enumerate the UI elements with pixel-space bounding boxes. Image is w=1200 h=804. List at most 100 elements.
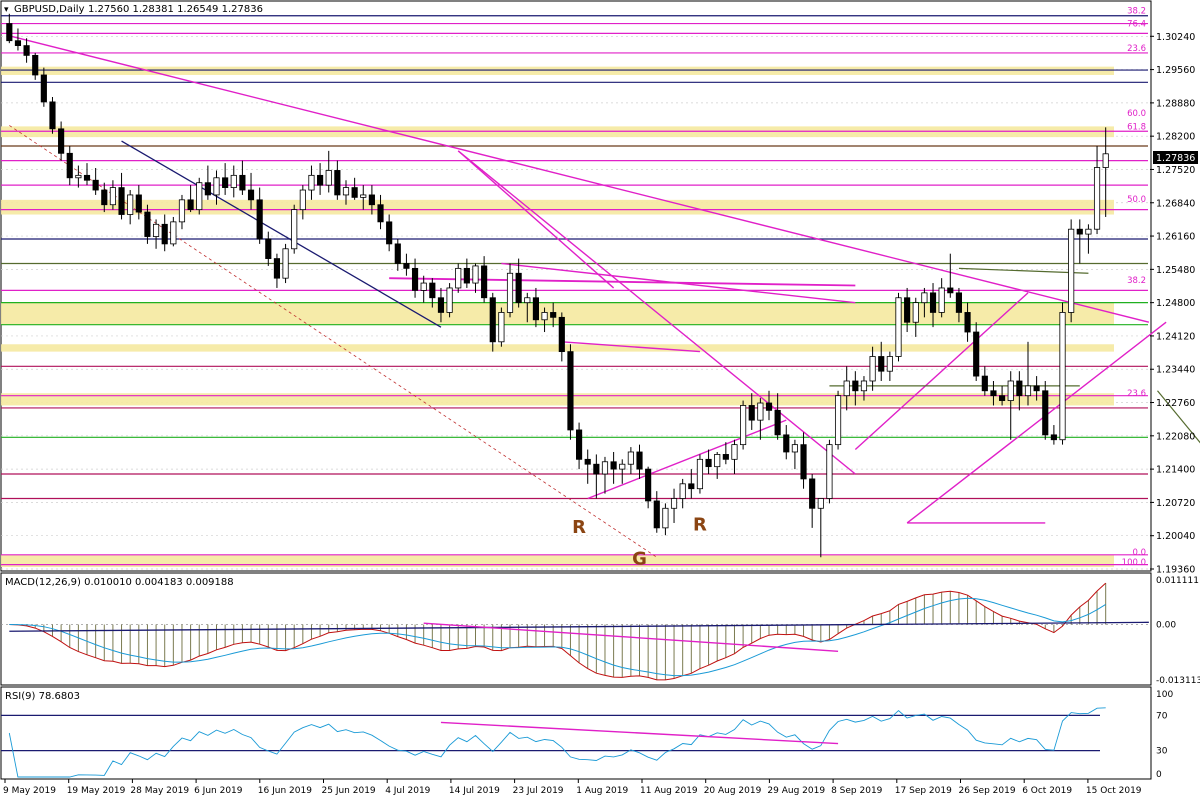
bearish-candle <box>722 454 729 460</box>
time-tick-label: 16 Jun 2019 <box>258 786 312 796</box>
chart-annotation: R <box>572 517 586 538</box>
rsi-tick-label: 0 <box>1156 770 1162 780</box>
bullish-candle <box>791 444 798 453</box>
macd-tick-label: -0.013113 <box>1156 676 1200 686</box>
time-tick-label: 9 May 2019 <box>3 786 56 796</box>
bearish-candle <box>23 45 30 56</box>
bearish-candle <box>40 74 47 103</box>
bearish-candle <box>386 221 393 245</box>
bearish-candle <box>334 170 341 196</box>
bearish-candle <box>593 463 600 475</box>
rsi-tick-label: 70 <box>1156 711 1168 721</box>
bearish-candle <box>118 187 125 215</box>
bearish-candle <box>265 238 272 259</box>
time-tick-label: 4 Jul 2019 <box>385 786 430 796</box>
bearish-candle <box>58 128 65 154</box>
price-tick-label: 1.30240 <box>1156 32 1195 43</box>
price-tick-label: 1.26840 <box>1156 198 1195 209</box>
time-tick-label: 15 Oct 2019 <box>1086 786 1142 796</box>
bullish-candle <box>938 287 945 313</box>
bullish-candle <box>740 405 747 446</box>
bearish-candle <box>800 444 807 480</box>
price-zone <box>1 393 1114 406</box>
time-tick-label: 29 Aug 2019 <box>767 786 825 796</box>
price-zone <box>1 199 1114 215</box>
bullish-candle <box>75 174 82 179</box>
bearish-candle <box>32 54 39 76</box>
bullish-candle <box>282 248 289 279</box>
bullish-candle <box>619 463 626 470</box>
price-tick-label: 1.24800 <box>1156 298 1195 309</box>
bearish-candle <box>765 402 773 411</box>
bullish-candle <box>170 221 177 245</box>
bearish-candle <box>14 40 22 46</box>
macd-tick-label: 0.00 <box>1156 621 1176 631</box>
bearish-candle <box>550 312 557 318</box>
trendline <box>457 150 615 289</box>
bearish-candle <box>204 182 211 196</box>
time-tick-label: 26 Sep 2019 <box>959 786 1016 796</box>
price-tick-label: 1.24120 <box>1156 331 1195 342</box>
price-zone <box>1 66 1114 75</box>
symbol-label: GBPUSD,Daily <box>14 4 85 15</box>
bearish-candle <box>394 243 401 264</box>
bullish-candle <box>826 444 833 499</box>
bearish-candle <box>101 189 108 206</box>
bearish-candle <box>558 316 565 353</box>
bearish-candle <box>515 272 522 304</box>
bullish-candle <box>446 287 453 313</box>
bullish-candle <box>1024 385 1032 397</box>
bullish-candle <box>230 174 237 188</box>
time-tick-label: 1 Aug 2019 <box>576 786 628 796</box>
bullish-candle <box>921 292 928 304</box>
bullish-candle <box>196 182 203 211</box>
price-tick-label: 1.23440 <box>1156 365 1195 376</box>
bearish-candle <box>222 177 229 188</box>
bullish-candle <box>524 297 531 304</box>
time-tick-label: 17 Sep 2019 <box>895 786 952 796</box>
bullish-candle <box>213 177 220 196</box>
time-tick-label: 25 Jun 2019 <box>322 786 376 796</box>
bearish-candle <box>610 461 617 470</box>
macd-axis: 0.011111 0.00 -0.013113 <box>1156 576 1200 686</box>
bearish-candle <box>135 194 142 213</box>
price-tick-label: 1.29560 <box>1156 65 1195 76</box>
time-axis: 9 May 2019 19 May 2019 28 May 2019 6 Jun 20… <box>3 779 1142 796</box>
bearish-candle <box>990 390 997 397</box>
bullish-candle <box>498 312 505 343</box>
bullish-candle <box>109 187 116 206</box>
chart-menu-icon[interactable]: ▾ <box>4 5 9 15</box>
bearish-candle <box>1050 434 1057 441</box>
bearish-candle <box>852 380 859 392</box>
bearish-candle <box>688 483 695 490</box>
ohlc-label: 1.27560 1.28381 1.26549 1.27836 <box>88 4 263 15</box>
fibonacci-labels: 38.2 76.4 23.6 60.0 61.8 50.0 38.2 23.6 0.0100.0 <box>1122 7 1146 568</box>
trendlines <box>9 35 1200 558</box>
bearish-candle <box>411 267 419 291</box>
bearish-candle <box>532 297 539 321</box>
macd-series <box>1 582 1150 681</box>
price-zone <box>1 302 1114 325</box>
fib-level-label: 60.0 <box>1127 109 1146 119</box>
bearish-candle <box>273 258 281 279</box>
chart-annotation: G <box>632 549 647 570</box>
fib-level-label: 100.0 <box>1122 558 1146 568</box>
price-zone <box>1 554 1114 568</box>
price-tick-label: 1.25480 <box>1156 265 1195 276</box>
bullish-candle <box>1085 228 1092 235</box>
trendline <box>1157 390 1200 444</box>
rsi-tick-label: 30 <box>1156 747 1168 757</box>
bullish-candle <box>843 380 850 397</box>
bearish-candle <box>368 194 375 206</box>
macd-trendline <box>423 622 839 652</box>
bearish-candle <box>929 292 937 313</box>
bullish-candle <box>291 209 298 250</box>
bearish-candle <box>653 500 660 529</box>
bearish-candle <box>83 174 91 181</box>
bearish-candle <box>187 199 194 211</box>
bearish-candle <box>981 375 988 392</box>
rsi-panel-frame <box>0 686 1152 780</box>
time-tick-label: 6 Jun 2019 <box>194 786 243 796</box>
price-axis: 1.30240 1.29560 1.28880 1.28200 1.27520 1.268… <box>1150 32 1195 576</box>
